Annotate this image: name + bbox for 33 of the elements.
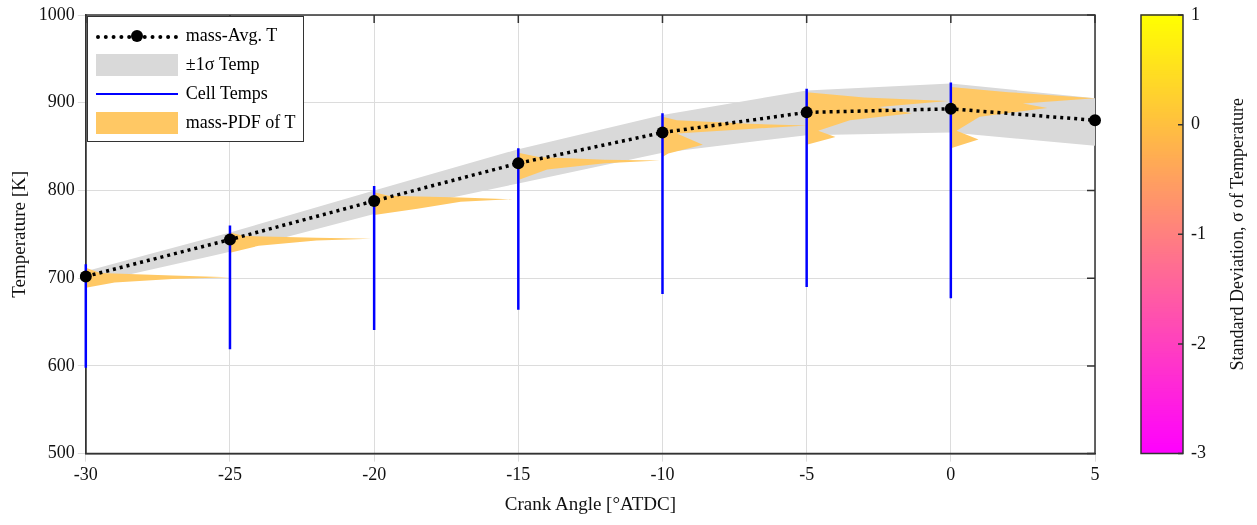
point (944, 102, 957, 115)
x-tick-label: -30 (73, 464, 98, 485)
legend-label: ±1σ Temp (185, 53, 260, 76)
y-axis-title: Temperature [K] (8, 170, 30, 298)
point (656, 126, 669, 139)
x-tick-label: -20 (362, 464, 387, 485)
x-tick-label: -15 (506, 464, 531, 485)
point (368, 194, 381, 207)
y-tick-label: 1000 (38, 3, 75, 24)
color-bar-label: -1 (1191, 223, 1206, 244)
x-axis-title: Crank Angle [°ATDC] (504, 492, 676, 514)
color-bar-title: Standard Deviation, σ of Temperature (1226, 98, 1247, 371)
legend-label: mass-Avg. T (185, 24, 278, 47)
y-tick-label: 800 (47, 179, 75, 200)
x-tick-label: -25 (217, 464, 242, 485)
point (1089, 114, 1101, 127)
color-bar-label: 1 (1191, 3, 1200, 24)
y-tick-label: 700 (47, 266, 75, 287)
y-tick-label: 900 (47, 91, 75, 112)
point (800, 106, 813, 119)
color-bar-label: -3 (1191, 442, 1206, 463)
x-tick-label: 0 (946, 464, 956, 485)
y-tick-label: 500 (47, 442, 75, 463)
point (512, 157, 525, 170)
point (223, 233, 236, 246)
legend-label: mass-PDF of T (185, 111, 296, 134)
x-tick-label: -5 (799, 464, 815, 485)
x-tick-label: 5 (1090, 464, 1100, 485)
color-bar-label: -2 (1191, 332, 1206, 353)
y-tick-label: 600 (47, 354, 75, 375)
legend-label: Cell Temps (185, 82, 268, 105)
color-bar-label: 0 (1191, 113, 1200, 134)
x-tick-label: -10 (650, 464, 675, 485)
